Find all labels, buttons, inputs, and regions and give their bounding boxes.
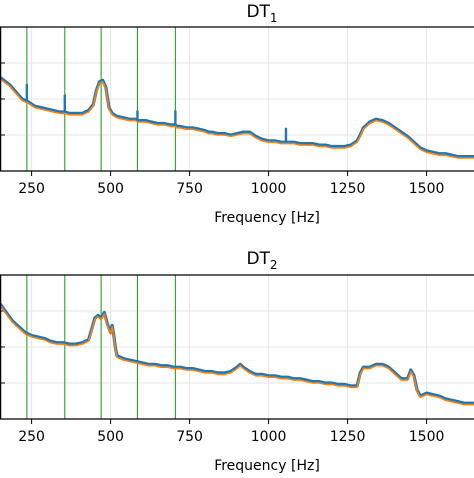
panel-1-xtick-label: 500 bbox=[97, 181, 124, 197]
panel-2-title-text: DT bbox=[246, 249, 270, 269]
panel-2-title: DT2 bbox=[246, 249, 277, 272]
panel-2-plot: 250 500 750 1000 1250 1500 bbox=[0, 274, 474, 445]
panel-1-xtick-label: 1500 bbox=[409, 181, 445, 197]
panel-1-data-area bbox=[0, 27, 474, 171]
panel-1-xtick-label: 750 bbox=[176, 181, 203, 197]
panel-2-xtick-label: 1250 bbox=[330, 429, 366, 445]
panel-2-xtick-label: 1000 bbox=[251, 429, 287, 445]
panel-2-series-1-line bbox=[0, 302, 474, 405]
panel-1-series-1-line bbox=[0, 76, 474, 159]
panel-1-title-text: DT bbox=[246, 2, 270, 22]
panel-1-xtick-label: 250 bbox=[18, 181, 45, 197]
panel-1-xlabel: Frequency [Hz] bbox=[214, 210, 320, 226]
panel-2-xtick-label: 250 bbox=[18, 429, 45, 445]
panel-1-title-subscript: 1 bbox=[270, 11, 278, 25]
panel-2-xtick-label: 750 bbox=[176, 429, 203, 445]
panel-2-title-subscript: 2 bbox=[270, 258, 278, 272]
panel-2-data-area bbox=[0, 275, 474, 419]
panel-1-xtick-label: 1000 bbox=[251, 181, 287, 197]
panel-1-xtick-label: 1250 bbox=[330, 181, 366, 197]
panel-1-title: DT1 bbox=[246, 2, 277, 25]
panel-2-xtick-label: 500 bbox=[97, 429, 124, 445]
panel-1-series-2-line bbox=[0, 78, 474, 159]
panel-2-xlabel: Frequency [Hz] bbox=[214, 458, 320, 474]
panel-2-series-2-line bbox=[0, 304, 474, 406]
panel-2-xtick-label: 1500 bbox=[409, 429, 445, 445]
panel-1-plot: 250 500 750 1000 1250 1500 bbox=[0, 26, 474, 197]
